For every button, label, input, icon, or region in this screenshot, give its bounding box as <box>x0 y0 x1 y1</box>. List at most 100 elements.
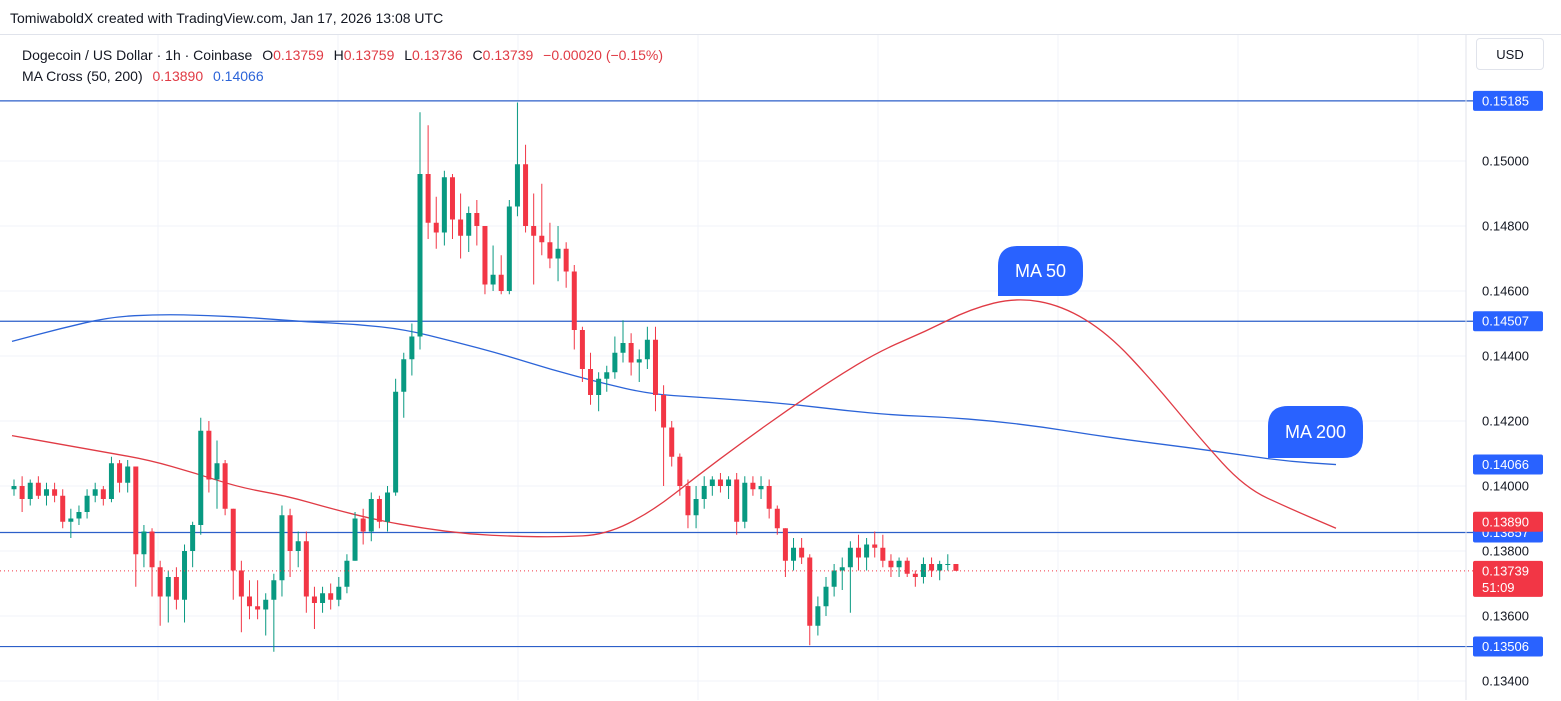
candle <box>141 525 147 568</box>
annotation-bubble <box>1268 406 1363 458</box>
price-tag-label: 0.13890 <box>1482 514 1529 529</box>
price-tag-label: 0.13739 <box>1482 563 1529 578</box>
price-tag-bg <box>1473 560 1543 597</box>
candle <box>60 489 66 529</box>
axis-tick-label: 0.13400 <box>1482 674 1529 689</box>
candle <box>206 421 212 493</box>
axis-tick-label: 0.14600 <box>1482 284 1529 299</box>
candle <box>766 479 772 519</box>
annotation-text: MA 50 <box>1015 261 1066 281</box>
high-value: 0.13759 <box>343 47 395 63</box>
candle-body <box>506 206 512 291</box>
candle-body <box>173 577 179 600</box>
candle <box>750 476 756 496</box>
candle-body <box>360 518 366 532</box>
price-tag-label: 0.15185 <box>1482 93 1529 108</box>
low-label: L <box>404 47 413 63</box>
candle <box>352 512 358 561</box>
candle-body <box>514 164 520 207</box>
candle-body <box>287 515 293 551</box>
candle <box>279 505 285 597</box>
candle-body <box>855 547 861 558</box>
candle <box>11 479 17 496</box>
open-value: 0.13759 <box>273 47 324 63</box>
candle-body <box>896 560 902 568</box>
ma200-annotation: MA 200 <box>1268 406 1363 458</box>
change-value: −0.00020 (−0.15%) <box>543 47 664 63</box>
candle-body <box>255 606 261 610</box>
candle <box>823 577 829 616</box>
candle-body <box>661 395 667 428</box>
candle-body <box>612 352 618 373</box>
candle <box>311 586 317 629</box>
price-tag-label: 0.14507 <box>1482 314 1529 329</box>
axis-tick-label: 0.14000 <box>1482 479 1529 494</box>
axis-tick-label: 0.14800 <box>1482 219 1529 234</box>
candle-body <box>303 541 309 597</box>
candle-body <box>84 495 90 512</box>
candle-body <box>685 486 691 516</box>
candle <box>92 482 98 503</box>
candle-body <box>141 531 147 555</box>
candle-body <box>523 164 529 226</box>
candle-body <box>336 586 342 600</box>
indicator-name[interactable]: MA Cross (50, 200) <box>22 68 143 84</box>
candle <box>904 557 910 577</box>
candle-body <box>620 343 626 353</box>
price-axis[interactable]: 0.13400 0.13600 0.13800 0.14000 0.14200 0.144… <box>1465 35 1529 700</box>
candle <box>385 486 391 532</box>
candle-body <box>823 586 829 607</box>
candle <box>466 206 472 252</box>
candle-body <box>831 570 837 587</box>
candle <box>523 144 529 233</box>
candle <box>677 453 683 496</box>
candle <box>661 385 667 486</box>
candle <box>157 560 163 626</box>
candle <box>782 528 788 577</box>
candle <box>35 476 41 499</box>
candle-body <box>953 564 959 571</box>
candle-body <box>677 456 683 486</box>
candle-body <box>734 479 740 522</box>
candle <box>43 482 49 506</box>
symbol-description[interactable]: Dogecoin / US Dollar · 1h · Coinbase <box>22 47 253 63</box>
candle-body <box>11 486 17 490</box>
candle-body <box>238 570 244 597</box>
currency-button[interactable]: USD <box>1476 38 1544 70</box>
candle-body <box>206 430 212 480</box>
candle <box>839 557 845 590</box>
candle <box>912 570 918 587</box>
candle <box>604 365 610 392</box>
candle <box>52 482 58 503</box>
countdown-label: 51:09 <box>1482 580 1515 595</box>
candle <box>393 378 399 496</box>
legend-ohlc-row: Dogecoin / US Dollar · 1h · Coinbase O0.… <box>22 45 663 66</box>
candle-body <box>198 430 204 525</box>
candle <box>474 200 480 246</box>
candle <box>937 560 943 581</box>
candle <box>498 255 504 295</box>
price-tag-bg <box>1473 311 1543 332</box>
horizontal-levels <box>0 100 1473 648</box>
annotation-text: MA 200 <box>1285 422 1346 442</box>
legend-indicator-row: MA Cross (50, 200) 0.13890 0.14066 <box>22 66 663 87</box>
candle <box>409 323 415 376</box>
candle-body <box>425 174 431 223</box>
candle-body <box>929 564 935 571</box>
candle <box>368 492 374 542</box>
candle <box>872 531 878 558</box>
candle-body <box>165 577 171 597</box>
axis-tick-label: 0.13800 <box>1482 544 1529 559</box>
axis-tick-label: 0.14200 <box>1482 414 1529 429</box>
candle-body <box>945 564 951 565</box>
candle <box>628 333 634 376</box>
candle-body <box>311 596 317 603</box>
candle <box>791 538 797 571</box>
candle <box>287 508 293 577</box>
candle-body <box>628 343 634 363</box>
candle <box>165 570 171 623</box>
candle-body <box>652 339 658 395</box>
candle-body <box>190 525 196 551</box>
candle <box>449 174 455 239</box>
